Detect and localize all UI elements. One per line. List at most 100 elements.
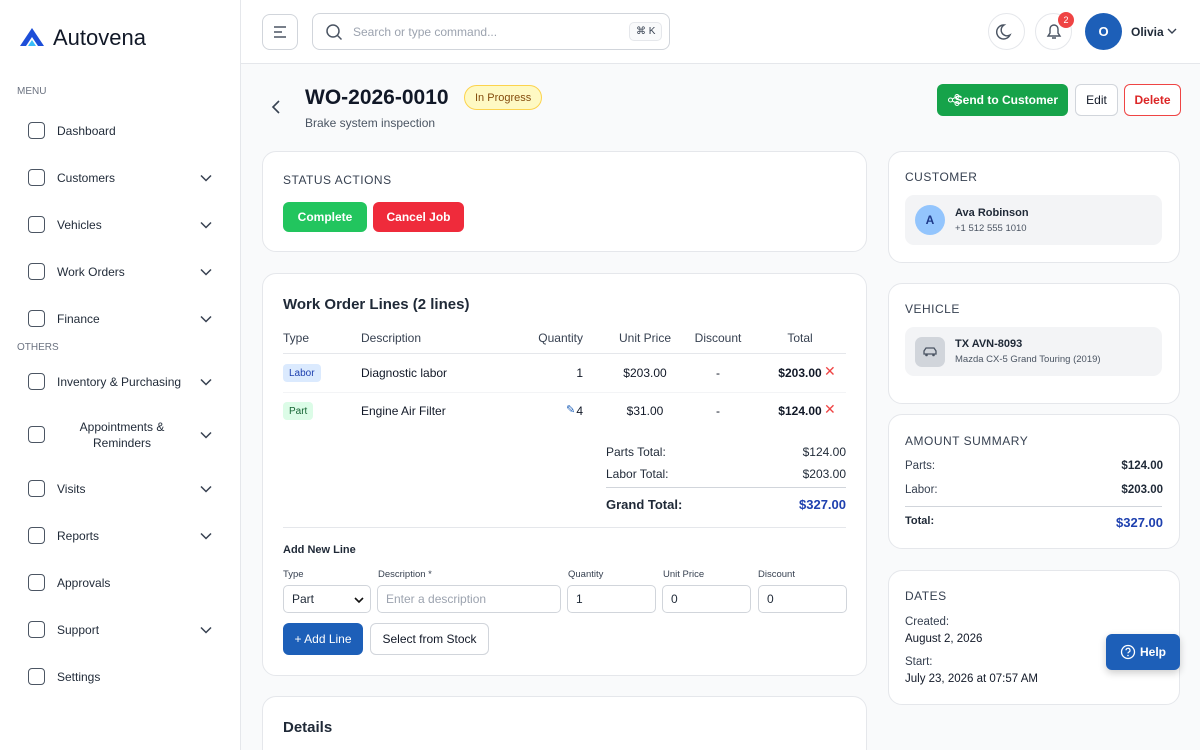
menu-toggle[interactable] <box>262 14 298 50</box>
discount-input[interactable]: 0 <box>758 585 847 613</box>
edit-button[interactable]: Edit <box>1075 84 1118 116</box>
price-input[interactable]: 0 <box>662 585 751 613</box>
column-header: Unit Price <box>618 331 671 345</box>
nav-item[interactable]: Finance <box>0 295 240 342</box>
theme-toggle[interactable] <box>988 13 1025 50</box>
user-name[interactable]: Olivia <box>1131 25 1164 39</box>
nav-icon <box>28 262 45 280</box>
user-chevron <box>1167 28 1177 34</box>
cell-unit-price: $203.00 <box>623 366 667 380</box>
cell-discount: - <box>716 404 720 418</box>
page-title: WO-2026-0010 <box>305 86 449 109</box>
field-label: Type <box>283 569 304 580</box>
avatar[interactable]: O <box>1085 13 1122 50</box>
nav-icon <box>28 309 45 327</box>
search-box[interactable]: Search or type command... ⌘ K <box>312 13 670 50</box>
share-icon <box>948 94 960 106</box>
column-header: Quantity <box>538 331 583 345</box>
remove-line[interactable]: ✕ <box>824 401 836 417</box>
status-badge: In Progress <box>464 85 543 110</box>
details-title: Details <box>283 719 333 736</box>
notifications[interactable]: 2 <box>1035 12 1074 50</box>
totals-divider <box>606 487 846 488</box>
nav-item[interactable]: Customers <box>0 154 240 201</box>
nav-item[interactable]: Visits <box>0 465 240 512</box>
page-subtitle: Brake system inspection <box>305 116 436 130</box>
nav-item[interactable]: Reports <box>0 512 240 559</box>
cell-total: $124.00 <box>778 404 822 418</box>
field-label: Unit Price <box>663 569 705 580</box>
cell-quantity: 1 <box>576 366 583 380</box>
shortcut: ⌘ K <box>629 22 663 41</box>
nav-label: Dashboard <box>57 123 116 138</box>
customer-box[interactable] <box>905 195 1162 245</box>
dates-title: DATES <box>905 589 947 603</box>
chevron <box>200 315 212 323</box>
remove-line[interactable]: ✕ <box>824 363 836 379</box>
complete-button[interactable]: Complete <box>283 202 367 232</box>
customer-phone: +1 512 555 1010 <box>955 223 1027 234</box>
cell-discount: - <box>716 366 720 380</box>
type-value: Part <box>292 592 315 606</box>
column-header: Total <box>787 331 813 345</box>
nav-item[interactable]: Vehicles <box>0 201 240 248</box>
cell-quantity: 4 <box>576 404 583 418</box>
logo <box>20 28 44 46</box>
grand-total-label: Grand Total: <box>606 497 683 512</box>
discount-value: 0 <box>767 592 774 606</box>
cancel-button[interactable]: Cancel Job <box>373 202 464 232</box>
edit-quantity[interactable]: ✎ <box>566 404 576 416</box>
date-value: August 2, 2026 <box>905 633 983 645</box>
quantity-value: 1 <box>576 592 583 606</box>
amount-title: AMOUNT SUMMARY <box>905 434 1029 448</box>
amount-value: $124.00 <box>1121 460 1163 472</box>
cell-description: Engine Air Filter <box>361 404 446 418</box>
back[interactable] <box>270 100 282 114</box>
row-divider <box>283 392 846 393</box>
vehicle-box[interactable] <box>905 327 1162 376</box>
nav-icon <box>28 479 45 497</box>
nav-item[interactable]: Inventory & Purchasing <box>0 358 240 405</box>
stock-button[interactable]: Select from Stock <box>370 623 489 655</box>
nav-icon <box>28 121 45 139</box>
column-header: Description <box>361 331 422 345</box>
field-label: Quantity <box>568 569 604 580</box>
amount-label: Parts: <box>905 460 936 472</box>
grand-total-value: $327.00 <box>799 497 846 512</box>
send-button[interactable]: Send to Customer <box>937 84 1068 116</box>
section-divider <box>283 527 846 528</box>
chevron <box>200 268 212 276</box>
nav-label: Visits <box>57 481 86 496</box>
topbar: Search or type command... ⌘ K 2 O Olivia <box>241 0 1200 64</box>
description-input[interactable]: Enter a description <box>377 585 561 613</box>
type-badge: Part <box>283 402 314 420</box>
vehicle-model: Mazda CX-5 Grand Touring (2019) <box>955 354 1101 365</box>
date-label: Start: <box>905 656 933 668</box>
nav-item[interactable]: Dashboard <box>0 107 240 154</box>
nav-item[interactable]: Work Orders <box>0 248 240 295</box>
type-badge: Labor <box>283 364 321 382</box>
help-button[interactable]: Help <box>1106 634 1180 670</box>
add-line-button[interactable]: + Add Line <box>283 623 363 655</box>
nav-item[interactable]: Support <box>0 606 240 653</box>
field-label: Description * <box>378 569 432 580</box>
chevron <box>200 221 212 229</box>
nav-item[interactable]: Settings <box>0 653 240 700</box>
quantity-input[interactable]: 1 <box>567 585 656 613</box>
amount-total-label: Total: <box>905 515 935 527</box>
nav-item[interactable]: Approvals <box>0 559 240 606</box>
chevron <box>200 532 212 540</box>
search-placeholder: Search or type command... <box>353 25 498 39</box>
delete-button[interactable]: Delete <box>1124 84 1181 116</box>
amount-card <box>888 414 1180 549</box>
chevron <box>200 174 212 182</box>
total-value: $203.00 <box>802 467 846 481</box>
nav-icon <box>28 168 45 186</box>
status-title: STATUS ACTIONS <box>283 173 392 187</box>
type-select[interactable]: Part <box>283 585 371 613</box>
nav-item[interactable]: Appointments & Reminders <box>0 405 240 465</box>
chevron <box>200 378 212 386</box>
nav-label: Approvals <box>57 575 111 590</box>
